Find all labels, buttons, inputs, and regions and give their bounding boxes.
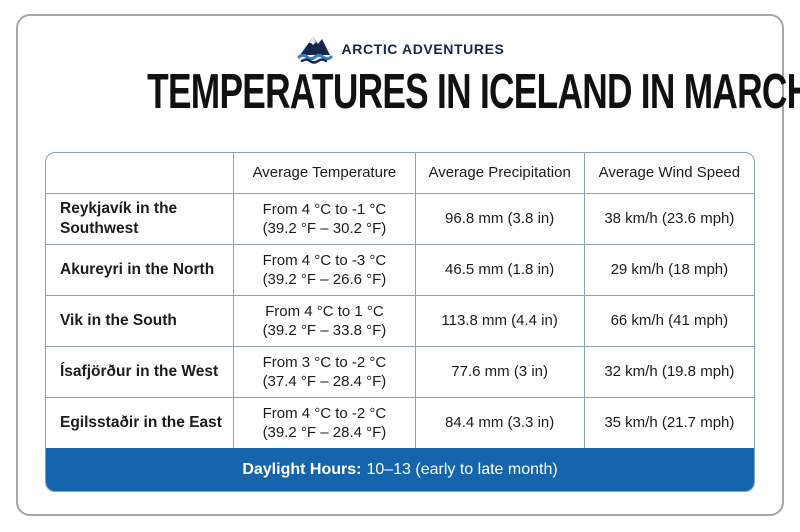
wind-cell: 29 km/h (18 mph) (610, 261, 729, 279)
wind-cell: 35 km/h (21.7 mph) (604, 414, 735, 432)
location-cell: Egilsstaðir in the East (46, 398, 235, 448)
temperature-celsius: From 4 °C to -1 °C (262, 200, 387, 218)
temperature-celsius: From 4 °C to -3 °C (262, 251, 387, 269)
table-row: Reykjavík in the Southwest From 4 °C to … (46, 193, 754, 244)
header-cell-temperature: Average Temperature (234, 153, 416, 193)
table-row: Ísafjörður in the West From 3 °C to -2 °… (46, 346, 754, 397)
temperature-celsius: From 3 °C to -2 °C (262, 353, 387, 371)
temperature-cell: From 4 °C to -1 °C (39.2 °F – 30.2 °F) (234, 194, 416, 244)
temperature-fahrenheit: (39.2 °F – 30.2 °F) (262, 220, 387, 237)
precipitation-cell: 77.6 mm (3 in) (416, 347, 585, 397)
wind-cell: 38 km/h (23.6 mph) (604, 210, 735, 228)
page-title: TEMPERATURES IN ICELAND IN MARCH (147, 65, 800, 119)
wind-cell: 66 km/h (41 mph) (610, 312, 729, 330)
daylight-hours-value: 10–13 (early to late month) (366, 461, 558, 478)
temperature-celsius: From 4 °C to -2 °C (262, 404, 387, 422)
temperature-cell: From 3 °C to -2 °C (37.4 °F – 28.4 °F) (234, 347, 416, 397)
title-row: TEMPERATURES IN ICELAND IN MARCH (18, 64, 800, 120)
location-cell: Vik in the South (46, 296, 235, 346)
table-row: Vik in the South From 4 °C to 1 °C (39.2… (46, 295, 754, 346)
location-cell: Reykjavík in the Southwest (46, 194, 235, 244)
location-cell: Akureyri in the North (46, 245, 235, 295)
daylight-hours-label: Daylight Hours: (242, 461, 362, 478)
brand-logo: ARCTIC ADVENTURES (18, 32, 782, 66)
table-header-row: Average Temperature Average Precipitatio… (46, 153, 754, 193)
temperature-fahrenheit: (39.2 °F – 28.4 °F) (262, 424, 387, 441)
daylight-hours-banner: Daylight Hours: 10–13 (early to late mon… (46, 448, 754, 491)
header-cell-wind: Average Wind Speed (598, 164, 741, 182)
infographic-card: ARCTIC ADVENTURES TEMPERATURES IN ICELAN… (16, 14, 800, 516)
wind-cell: 32 km/h (19.8 mph) (604, 363, 735, 381)
temperature-fahrenheit: (39.2 °F – 26.6 °F) (262, 271, 387, 288)
temperature-cell: From 4 °C to 1 °C (39.2 °F – 33.8 °F) (234, 296, 416, 346)
header-cell-empty (46, 153, 235, 193)
table-row: Egilsstaðir in the East From 4 °C to -2 … (46, 397, 754, 448)
table-row: Akureyri in the North From 4 °C to -3 °C… (46, 244, 754, 295)
mountain-waves-icon (297, 37, 333, 64)
temperature-fahrenheit: (39.2 °F – 33.8 °F) (262, 322, 387, 339)
precipitation-cell: 96.8 mm (3.8 in) (416, 194, 585, 244)
precipitation-cell: 46.5 mm (1.8 in) (416, 245, 585, 295)
temperature-cell: From 4 °C to -3 °C (39.2 °F – 26.6 °F) (234, 245, 416, 295)
header-cell-precipitation: Average Precipitation (416, 153, 585, 193)
temperature-celsius: From 4 °C to 1 °C (265, 302, 384, 320)
brand-name: ARCTIC ADVENTURES (341, 41, 505, 57)
temperature-fahrenheit: (37.4 °F – 28.4 °F) (262, 373, 387, 390)
precipitation-cell: 113.8 mm (4.4 in) (416, 296, 585, 346)
weather-table: Average Temperature Average Precipitatio… (45, 152, 755, 492)
temperature-cell: From 4 °C to -2 °C (39.2 °F – 28.4 °F) (234, 398, 416, 448)
location-cell: Ísafjörður in the West (46, 347, 235, 397)
precipitation-cell: 84.4 mm (3.3 in) (416, 398, 585, 448)
